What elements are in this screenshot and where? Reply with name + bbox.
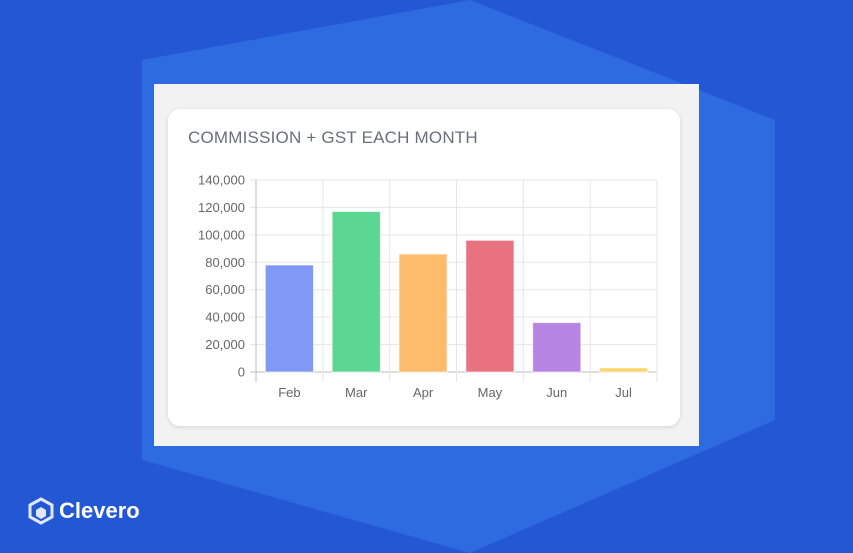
y-tick-label: 60,000 [205,282,245,297]
y-tick-label: 80,000 [205,255,245,270]
x-tick-label: May [478,385,503,400]
bar-may [465,239,515,373]
clevero-logo: Clevero [27,497,140,525]
y-tick-label: 40,000 [205,310,245,325]
x-tick-label: Feb [278,385,300,400]
bar-mar [331,211,381,373]
bar-jul [599,367,649,373]
bar-feb [264,264,314,373]
brand-name: Clevero [59,498,140,523]
y-tick-label: 120,000 [198,200,245,215]
clevero-logo-icon [28,497,54,525]
x-tick-label: Mar [345,385,368,400]
x-tick-label: Jun [546,385,567,400]
y-tick-label: 100,000 [198,227,245,242]
x-tick-label: Jul [615,385,632,400]
y-tick-label: 140,000 [198,173,245,188]
bar-apr [398,253,448,373]
y-tick-label: 20,000 [205,337,245,352]
bar-jun [532,322,582,373]
x-tick-label: Apr [413,385,434,400]
chart-title: COMMISSION + GST EACH MONTH [188,128,478,147]
y-tick-label: 0 [238,365,245,380]
